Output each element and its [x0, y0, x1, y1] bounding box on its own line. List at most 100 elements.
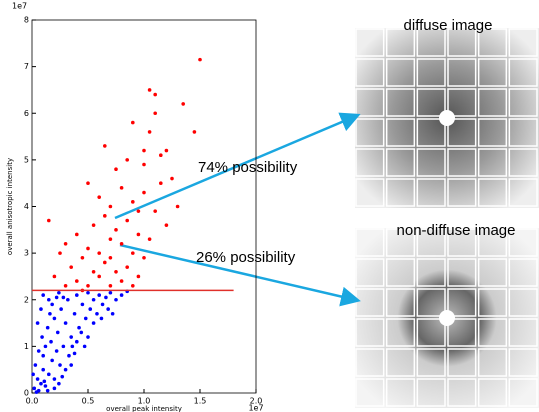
point — [175, 204, 180, 209]
point — [103, 144, 107, 148]
point — [91, 321, 96, 325]
point — [99, 316, 104, 321]
y-tick-label: 8 — [24, 16, 29, 25]
detector-panel — [477, 288, 508, 317]
detector-panel — [508, 178, 538, 207]
point — [108, 204, 113, 209]
detector-panel — [385, 118, 416, 147]
detector-panel — [477, 148, 508, 177]
point — [39, 381, 43, 386]
detector-panel — [385, 378, 416, 407]
point — [52, 386, 57, 391]
detector-panel — [447, 178, 477, 207]
detector-panel — [477, 258, 508, 287]
point — [131, 200, 135, 204]
detector-panel — [416, 318, 446, 347]
detector-panel — [416, 178, 446, 207]
point — [75, 293, 79, 297]
point — [119, 293, 124, 297]
point — [54, 295, 59, 300]
point — [142, 148, 146, 153]
image-title: diffuse image — [404, 17, 493, 34]
x-tick-label: 2.0 — [250, 397, 263, 406]
detector-panel — [447, 58, 477, 87]
y-tick-label: 3 — [24, 249, 29, 258]
detector-panel — [508, 28, 538, 57]
detector-panel — [447, 378, 477, 407]
point — [125, 265, 129, 269]
detector-panel — [416, 258, 446, 287]
detector-panel — [508, 88, 538, 117]
detector-panel — [385, 348, 416, 377]
point — [41, 293, 45, 297]
x-tick-label: 1.5 — [194, 397, 207, 406]
point — [103, 260, 107, 265]
detector-panel — [477, 378, 508, 407]
point — [72, 351, 77, 356]
detector-panel — [355, 58, 385, 87]
detector-panel — [416, 378, 446, 407]
detector-panel — [416, 88, 446, 117]
point — [61, 295, 66, 300]
detector-panel — [477, 348, 508, 377]
detector-panel — [355, 228, 385, 257]
point — [153, 111, 157, 116]
point — [97, 195, 101, 199]
point — [45, 325, 50, 330]
detector-panel — [447, 348, 477, 377]
detector-panel — [385, 288, 416, 317]
point — [100, 302, 105, 307]
point — [60, 374, 65, 379]
point — [49, 339, 53, 344]
point — [91, 223, 96, 227]
y-tick-label: 4 — [24, 202, 29, 211]
detector-panel — [508, 378, 538, 407]
point — [77, 325, 81, 330]
point — [41, 367, 45, 372]
point — [131, 120, 135, 125]
point — [67, 353, 71, 358]
point — [142, 255, 146, 260]
point — [159, 153, 163, 158]
detector-panel — [355, 258, 385, 287]
detector-panel — [416, 148, 446, 177]
detector-panel — [447, 148, 477, 177]
point — [42, 379, 47, 384]
detector-panel — [447, 258, 477, 287]
detector-panel — [447, 88, 477, 117]
point — [153, 92, 157, 97]
point — [125, 218, 129, 223]
point — [75, 339, 79, 344]
point — [72, 311, 77, 316]
point — [58, 251, 62, 255]
point — [36, 349, 41, 353]
annotation: 74% possibility — [198, 159, 298, 176]
point — [47, 218, 51, 223]
point — [114, 269, 118, 274]
point — [57, 290, 61, 295]
point — [52, 377, 57, 381]
point — [131, 251, 135, 255]
point — [86, 181, 90, 185]
point — [79, 330, 84, 335]
point — [52, 316, 57, 321]
point — [136, 274, 141, 279]
point — [66, 297, 70, 302]
detector-panel — [416, 118, 446, 147]
beam-stop — [439, 310, 455, 326]
point — [55, 330, 60, 335]
detector-panel — [355, 118, 385, 147]
detector-panel — [385, 258, 416, 287]
point — [39, 307, 43, 311]
detector-panel — [508, 148, 538, 177]
point — [43, 344, 48, 349]
point — [97, 274, 101, 279]
x-tick-label: 0.5 — [82, 397, 95, 406]
point — [192, 130, 197, 134]
detector-panel — [416, 228, 446, 257]
point — [47, 297, 51, 302]
y-offset-label: 1e7 — [12, 2, 27, 11]
point — [75, 232, 79, 237]
